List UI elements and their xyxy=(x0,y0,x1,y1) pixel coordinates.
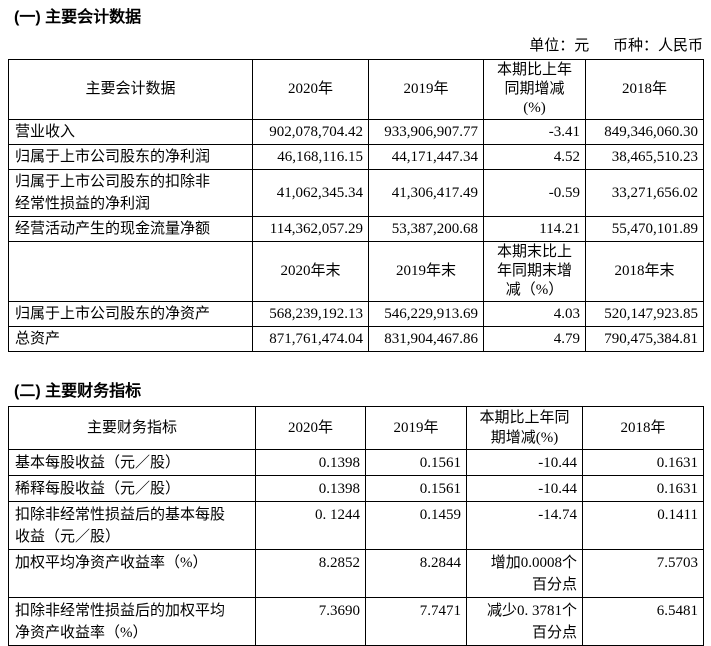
metric-label: 扣除非经常性损益后的基本每股 收益（元／股） xyxy=(8,501,256,550)
t1-sub-change: 本期末比上 年同期末增 减（%） xyxy=(483,241,586,302)
t1-col-2019: 2019年 xyxy=(368,59,484,120)
metric-label: 归属于上市公司股东的净利润 xyxy=(8,144,253,170)
value-2019: 0.1459 xyxy=(365,501,467,550)
value-change: 4.03 xyxy=(483,301,586,327)
section1-title: (一) 主要会计数据 xyxy=(14,9,142,26)
table-row: 扣除非经常性损益后的加权平均 净资产收益率（%） 7.3690 7.7471 减… xyxy=(8,597,704,646)
metric-label: 归属于上市公司股东的净资产 xyxy=(8,301,253,327)
unit-label: 单位：元 xyxy=(529,38,590,54)
value-2018: 0.1411 xyxy=(582,501,704,550)
value-2018: 0.1631 xyxy=(582,449,704,476)
value-2020: 8.2852 xyxy=(255,549,366,598)
value-change: 4.52 xyxy=(483,144,586,170)
metric-label: 营业收入 xyxy=(8,119,253,145)
t2-col-metric: 主要财务指标 xyxy=(8,406,256,450)
table-row: 稀释每股收益（元／股） 0.1398 0.1561 -10.44 0.1631 xyxy=(8,475,704,502)
table-row: 加权平均净资产收益率（%） 8.2852 8.2844 增加0.0008个 百分… xyxy=(8,549,704,598)
value-2018: 849,346,060.30 xyxy=(585,119,704,145)
value-2018: 0.1631 xyxy=(582,475,704,502)
value-2020: 41,062,345.34 xyxy=(252,169,369,217)
value-2019: 546,229,913.69 xyxy=(368,301,484,327)
value-change: -10.44 xyxy=(466,449,583,476)
value-2020: 7.3690 xyxy=(255,597,366,646)
value-change: -0.59 xyxy=(483,169,586,217)
accounting-data-table: 主要会计数据 2020年 2019年 本期比上年 同期增减 (%) 2018年 … xyxy=(8,59,704,352)
table-row: 总资产 871,761,474.04 831,904,467.86 4.79 7… xyxy=(8,326,704,352)
table1-subheader-row: 2020年末 2019年末 本期末比上 年同期末增 减（%） 2018年末 xyxy=(8,241,704,302)
value-2020: 871,761,474.04 xyxy=(252,326,369,352)
value-2019: 41,306,417.49 xyxy=(368,169,484,217)
value-2020: 0.1398 xyxy=(255,449,366,476)
value-2019: 0.1561 xyxy=(365,449,467,476)
table-row: 营业收入 902,078,704.42 933,906,907.77 -3.41… xyxy=(8,119,704,145)
value-2018: 55,470,101.89 xyxy=(585,216,704,242)
section2-title: (二) 主要财务指标 xyxy=(14,383,142,400)
value-change: 增加0.0008个 百分点 xyxy=(466,549,583,598)
table-row: 归属于上市公司股东的净利润 46,168,116.15 44,171,447.3… xyxy=(8,144,704,170)
value-change: -14.74 xyxy=(466,501,583,550)
table-row: 扣除非经常性损益后的基本每股 收益（元／股） 0. 1244 0.1459 -1… xyxy=(8,501,704,550)
metric-label: 扣除非经常性损益后的加权平均 净资产收益率（%） xyxy=(8,597,256,646)
value-change: 114.21 xyxy=(483,216,586,242)
value-2020: 114,362,057.29 xyxy=(252,216,369,242)
t1-sub-2020end: 2020年末 xyxy=(252,241,369,302)
metric-label: 归属于上市公司股东的扣除非 经常性损益的净利润 xyxy=(8,169,253,217)
value-2019: 8.2844 xyxy=(365,549,467,598)
currency-label: 币种：人民币 xyxy=(612,38,703,54)
metric-label: 加权平均净资产收益率（%） xyxy=(8,549,256,598)
table1-header-row: 主要会计数据 2020年 2019年 本期比上年 同期增减 (%) 2018年 xyxy=(8,59,704,120)
metric-label: 总资产 xyxy=(8,326,253,352)
value-2019: 53,387,200.68 xyxy=(368,216,484,242)
value-change: 4.79 xyxy=(483,326,586,352)
value-2018: 7.5703 xyxy=(582,549,704,598)
value-2019: 44,171,447.34 xyxy=(368,144,484,170)
t1-col-2020: 2020年 xyxy=(252,59,369,120)
table-row: 归属于上市公司股东的净资产 568,239,192.13 546,229,913… xyxy=(8,301,704,327)
table-row: 基本每股收益（元／股） 0.1398 0.1561 -10.44 0.1631 xyxy=(8,449,704,476)
value-change: -10.44 xyxy=(466,475,583,502)
t2-col-2020: 2020年 xyxy=(255,406,366,450)
value-2020: 568,239,192.13 xyxy=(252,301,369,327)
metric-label: 基本每股收益（元／股） xyxy=(8,449,256,476)
t1-col-2018: 2018年 xyxy=(585,59,704,120)
t1-sub-2018end: 2018年末 xyxy=(585,241,704,302)
t1-col-metric: 主要会计数据 xyxy=(8,59,253,120)
table-row: 归属于上市公司股东的扣除非 经常性损益的净利润 41,062,345.34 41… xyxy=(8,169,704,217)
t2-col-2018: 2018年 xyxy=(582,406,704,450)
t1-sub-empty xyxy=(8,241,253,302)
financial-indicators-table: 主要财务指标 2020年 2019年 本期比上年同 期增减(%) 2018年 基… xyxy=(8,406,704,646)
value-2019: 831,904,467.86 xyxy=(368,326,484,352)
value-change: 减少0. 3781个 百分点 xyxy=(466,597,583,646)
report-page: (一) 主要会计数据 单位：元 币种：人民币 主要会计数据 2020年 2019… xyxy=(0,8,711,646)
unit-currency-line: 单位：元 币种：人民币 xyxy=(0,36,711,56)
t2-col-change: 本期比上年同 期增减(%) xyxy=(466,406,583,450)
value-2018: 38,465,510.23 xyxy=(585,144,704,170)
metric-label: 稀释每股收益（元／股） xyxy=(8,475,256,502)
value-2020: 0.1398 xyxy=(255,475,366,502)
value-2019: 0.1561 xyxy=(365,475,467,502)
value-2019: 7.7471 xyxy=(365,597,467,646)
t1-col-change: 本期比上年 同期增减 (%) xyxy=(483,59,586,120)
value-2018: 6.5481 xyxy=(582,597,704,646)
value-2018: 520,147,923.85 xyxy=(585,301,704,327)
table2-header-row: 主要财务指标 2020年 2019年 本期比上年同 期增减(%) 2018年 xyxy=(8,406,704,450)
value-2020: 902,078,704.42 xyxy=(252,119,369,145)
value-2020: 46,168,116.15 xyxy=(252,144,369,170)
t2-col-2019: 2019年 xyxy=(365,406,467,450)
metric-label: 经营活动产生的现金流量净额 xyxy=(8,216,253,242)
value-2018: 790,475,384.81 xyxy=(585,326,704,352)
value-2018: 33,271,656.02 xyxy=(585,169,704,217)
table-row: 经营活动产生的现金流量净额 114,362,057.29 53,387,200.… xyxy=(8,216,704,242)
value-2020: 0. 1244 xyxy=(255,501,366,550)
value-change: -3.41 xyxy=(483,119,586,145)
t1-sub-2019end: 2019年末 xyxy=(368,241,484,302)
value-2019: 933,906,907.77 xyxy=(368,119,484,145)
